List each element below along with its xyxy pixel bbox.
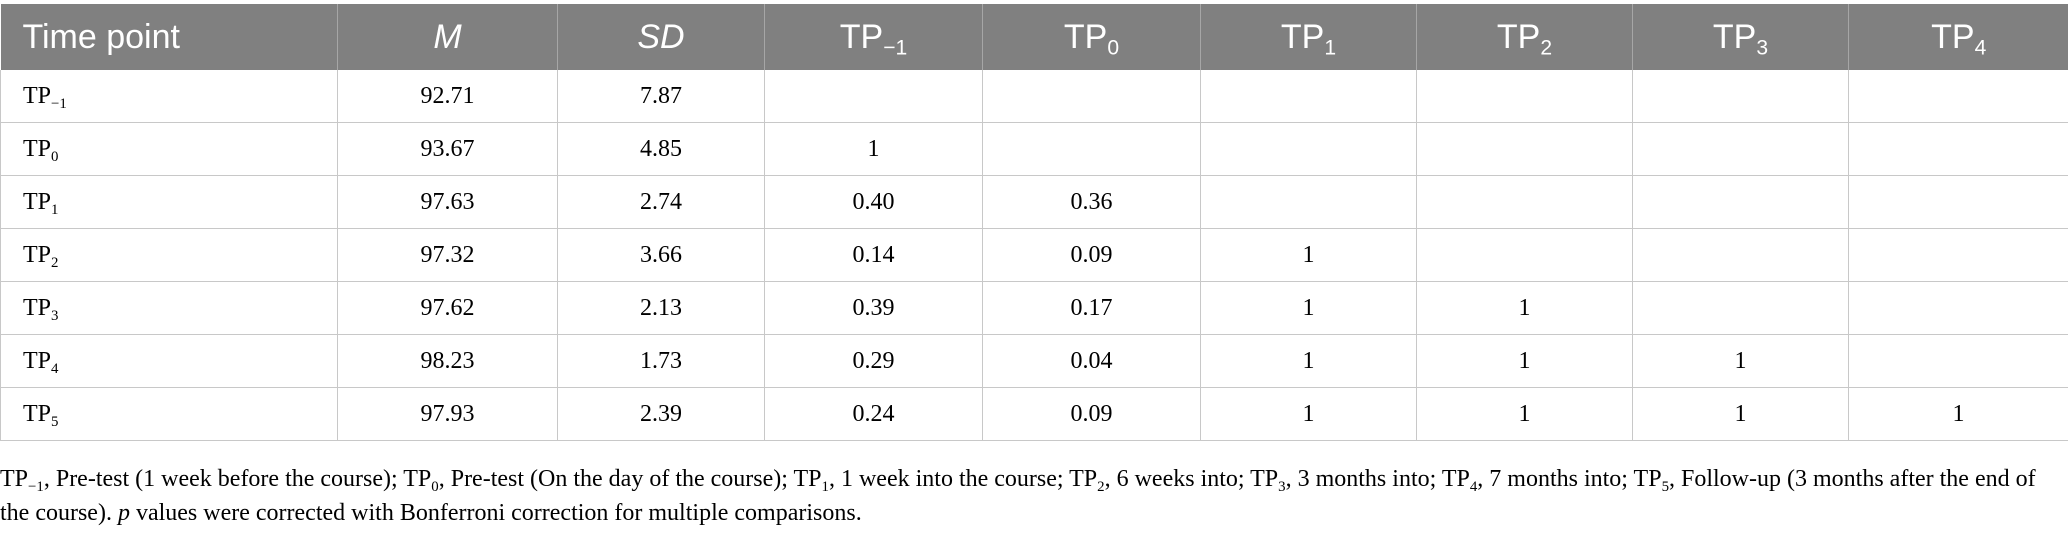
- table-cell: [1848, 334, 2068, 388]
- table-cell: [1200, 122, 1417, 176]
- table-cell: [1632, 122, 1849, 176]
- header-tp0: TP0: [982, 4, 1201, 70]
- table-cell: 1: [1200, 387, 1417, 441]
- table-body: TP−1 92.71 7.87 TP0 93.67 4.85 1 TP1 97.63 2.74 0.…: [0, 70, 2068, 441]
- table-cell: 4.85: [557, 122, 765, 176]
- table-cell: [1416, 228, 1633, 282]
- table-cell: 93.67: [337, 122, 558, 176]
- table-cell: 1: [1416, 334, 1633, 388]
- table-cell: 97.62: [337, 281, 558, 335]
- table-cell: [764, 70, 983, 123]
- table-cell: 1: [1416, 387, 1633, 441]
- table-cell: 1: [1416, 281, 1633, 335]
- table-row: TP1 97.63 2.74 0.40 0.36: [0, 175, 2068, 229]
- header-mean: M: [337, 4, 558, 70]
- table-cell: 98.23: [337, 334, 558, 388]
- header-time-point: Time point: [0, 4, 338, 70]
- table-cell: [1848, 175, 2068, 229]
- header-tp1: TP1: [1200, 4, 1417, 70]
- table-cell: 0.36: [982, 175, 1201, 229]
- header-tp4: TP4: [1848, 4, 2068, 70]
- table-cell: 0.17: [982, 281, 1201, 335]
- table-cell: [1632, 228, 1849, 282]
- results-table: Time point M SD TP−1 TP0 TP1 TP2 TP3 TP4…: [0, 4, 2068, 441]
- table-cell: [1848, 281, 2068, 335]
- table-cell: [1416, 70, 1633, 123]
- table-row: TP0 93.67 4.85 1: [0, 122, 2068, 176]
- header-sd: SD: [557, 4, 765, 70]
- header-tp2: TP2: [1416, 4, 1633, 70]
- table-cell: 92.71: [337, 70, 558, 123]
- table-cell: 2.39: [557, 387, 765, 441]
- table-cell: [1416, 175, 1633, 229]
- table-cell: [1848, 228, 2068, 282]
- header-row: Time point M SD TP−1 TP0 TP1 TP2 TP3 TP4: [0, 4, 2068, 70]
- results-table-container: Time point M SD TP−1 TP0 TP1 TP2 TP3 TP4…: [0, 4, 2068, 441]
- table-cell: [1200, 175, 1417, 229]
- table-cell: 0.09: [982, 387, 1201, 441]
- table-cell: 3.66: [557, 228, 765, 282]
- table-cell: 1: [1632, 334, 1849, 388]
- row-time-point: TP1: [0, 175, 338, 229]
- table-cell: 0.24: [764, 387, 983, 441]
- table-cell: 0.09: [982, 228, 1201, 282]
- table-cell: 1: [1200, 334, 1417, 388]
- table-cell: 1: [1200, 281, 1417, 335]
- table-cell: [1848, 122, 2068, 176]
- table-cell: [1632, 281, 1849, 335]
- table-row: TP2 97.32 3.66 0.14 0.09 1: [0, 228, 2068, 282]
- table-cell: [1632, 70, 1849, 123]
- table-cell: 2.74: [557, 175, 765, 229]
- table-cell: 0.14: [764, 228, 983, 282]
- table-cell: [1416, 122, 1633, 176]
- table-cell: 1: [1848, 387, 2068, 441]
- table-cell: [1632, 175, 1849, 229]
- table-cell: 7.87: [557, 70, 765, 123]
- table-cell: 1: [764, 122, 983, 176]
- header-tp3: TP3: [1632, 4, 1849, 70]
- table-cell: 97.63: [337, 175, 558, 229]
- table-cell: [982, 70, 1201, 123]
- row-time-point: TP4: [0, 334, 338, 388]
- table-cell: 1.73: [557, 334, 765, 388]
- table-cell: 0.40: [764, 175, 983, 229]
- table-cell: 97.32: [337, 228, 558, 282]
- table-cell: 1: [1632, 387, 1849, 441]
- table-row: TP3 97.62 2.13 0.39 0.17 1 1: [0, 281, 2068, 335]
- table-cell: 0.29: [764, 334, 983, 388]
- table-footnote: TP−1, Pre-test (1 week before the course…: [0, 466, 2036, 526]
- row-time-point: TP−1: [0, 70, 338, 123]
- table-row: TP−1 92.71 7.87: [0, 70, 2068, 123]
- row-time-point: TP5: [0, 387, 338, 441]
- table-cell: 97.93: [337, 387, 558, 441]
- table-row: TP4 98.23 1.73 0.29 0.04 1 1 1: [0, 334, 2068, 388]
- table-cell: [1200, 70, 1417, 123]
- header-tp-minus1: TP−1: [764, 4, 983, 70]
- table-cell: 0.04: [982, 334, 1201, 388]
- table-cell: [1848, 70, 2068, 123]
- row-time-point: TP3: [0, 281, 338, 335]
- row-time-point: TP0: [0, 122, 338, 176]
- row-time-point: TP2: [0, 228, 338, 282]
- table-row: TP5 97.93 2.39 0.24 0.09 1 1 1 1: [0, 387, 2068, 441]
- table-cell: [982, 122, 1201, 176]
- table-cell: 0.39: [764, 281, 983, 335]
- table-cell: 1: [1200, 228, 1417, 282]
- table-cell: 2.13: [557, 281, 765, 335]
